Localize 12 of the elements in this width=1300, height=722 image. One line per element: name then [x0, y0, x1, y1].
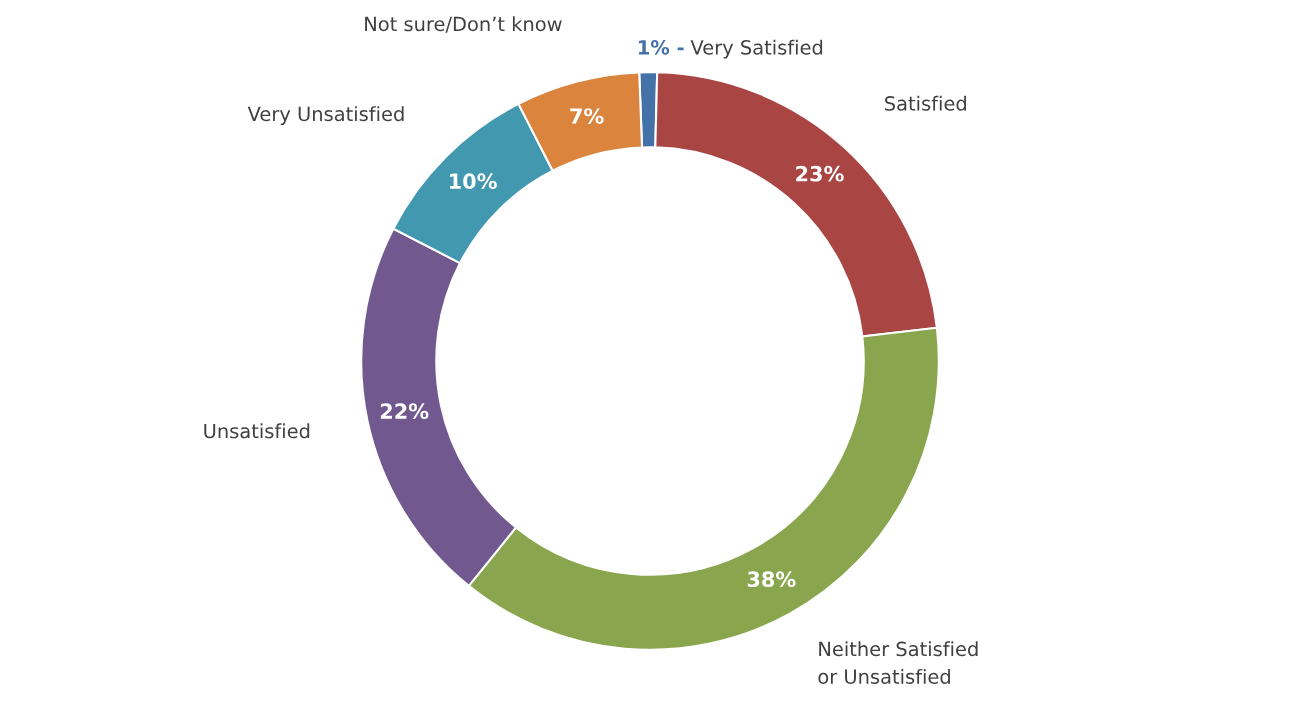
slice-label: Very Satisfied	[690, 39, 823, 59]
data-label: 1% -	[639, 40, 684, 55]
slice-label: Unsatisfied	[204, 423, 310, 439]
slice-label: Not sure/Don’t know	[365, 16, 562, 33]
data-label: 38%	[747, 571, 796, 588]
data-label: 10%	[450, 173, 497, 190]
data-label: 22%	[380, 403, 429, 420]
data-label: 7%	[570, 108, 604, 124]
slice-label: Satisfied	[885, 95, 966, 111]
slice-label: Very Unsatisfied	[247, 106, 404, 125]
data-label: 23%	[796, 165, 844, 182]
slice-label: Neither Satisfied or Unsatisfied	[818, 641, 978, 684]
